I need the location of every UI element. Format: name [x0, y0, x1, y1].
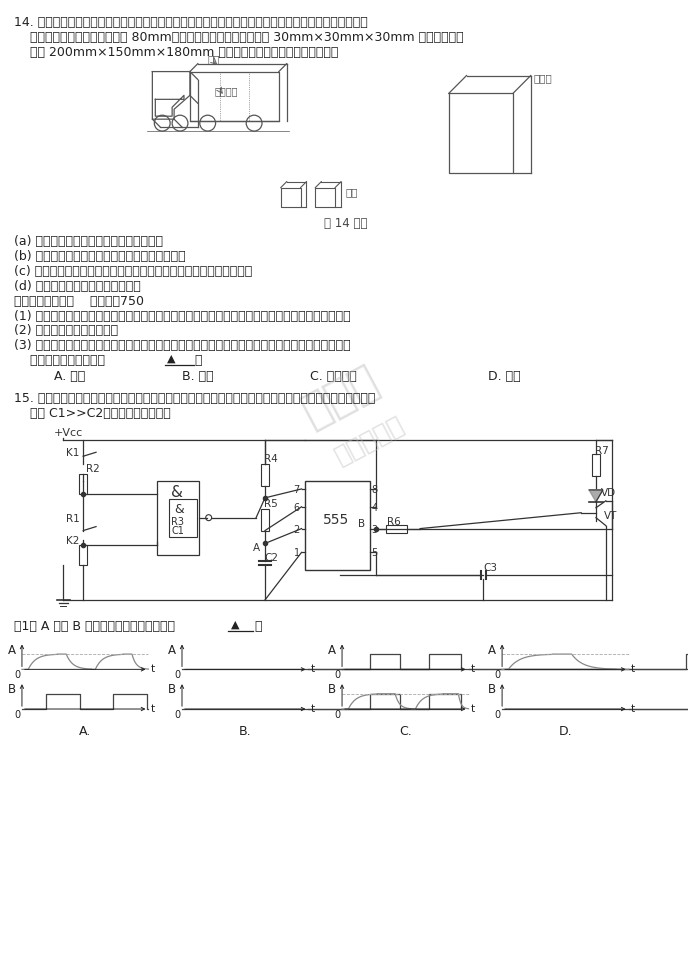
Text: ▲: ▲: [231, 620, 240, 630]
Text: t: t: [150, 704, 154, 714]
Text: 7: 7: [293, 485, 300, 495]
Text: R3: R3: [171, 517, 184, 527]
Text: B. 金属: B. 金属: [182, 370, 214, 383]
Text: t: t: [150, 664, 154, 674]
Text: 0: 0: [494, 670, 500, 680]
Text: t: t: [630, 664, 635, 674]
Text: 2: 2: [293, 525, 300, 534]
Text: C.: C.: [399, 725, 412, 738]
Text: B.: B.: [239, 725, 251, 738]
Text: 1: 1: [293, 548, 300, 559]
Text: A: A: [8, 643, 16, 657]
Text: 14. 小明买了一辆如图所示的遥控汽车，想改造成能运送积木的玩具车送给弟弟。车厢内已装好电池，并: 14. 小明买了一辆如图所示的遥控汽车，想改造成能运送积木的玩具车送给弟弟。车厢…: [14, 16, 367, 29]
Text: B: B: [328, 683, 336, 696]
Text: K2: K2: [66, 535, 80, 545]
Text: D. 橡胶: D. 橡胶: [489, 370, 521, 383]
Text: 4: 4: [372, 503, 378, 513]
Bar: [169, 499, 197, 536]
Text: 555: 555: [323, 512, 349, 527]
Text: （1） A 点与 B 点对应的波形应为（单选）: （1） A 点与 B 点对应的波形应为（单选）: [14, 620, 175, 633]
Text: 0: 0: [14, 670, 20, 680]
Text: 公众号: 公众号: [295, 358, 385, 433]
Bar: [385, 525, 408, 533]
Text: 第 14 题图: 第 14 题图: [325, 218, 367, 230]
Bar: [157, 481, 199, 556]
Text: A: A: [489, 643, 496, 657]
Text: C1: C1: [171, 526, 184, 535]
Text: 0: 0: [174, 710, 180, 720]
Text: 收纳筐: 收纳筐: [534, 73, 552, 84]
Bar: [261, 508, 269, 531]
Text: 6: 6: [293, 503, 300, 513]
Text: 。: 。: [195, 354, 202, 367]
Text: (a) 能夹住积木，举高过程中积木不掉落；: (a) 能夹住积木，举高过程中积木不掉落；: [14, 235, 163, 248]
Text: K1: K1: [66, 449, 80, 458]
Text: C. 亚克力板: C. 亚克力板: [311, 370, 357, 383]
Text: t: t: [311, 704, 315, 714]
Text: (2) 在草图上标注主要尺寸；: (2) 在草图上标注主要尺寸；: [14, 325, 118, 337]
Text: B: B: [8, 683, 16, 696]
Text: (1) 在头脑中构思符合设计要求的多个方案，画出其中最优方案的设计草图（电机可用方框表示）；: (1) 在头脑中构思符合设计要求的多个方案，画出其中最优方案的设计草图（电机可用…: [14, 309, 351, 323]
Text: (c) 装置安装在盖板上，盖板可任意加工，在车尾方向进行夹持作业；: (c) 装置安装在盖板上，盖板可任意加工，在车尾方向进行夹持作业；: [14, 265, 253, 278]
Text: 0: 0: [494, 710, 500, 720]
Text: 盖上了盖板，盖板离地高度为 80mm。请帮助小明设计一种能夹持 30mm×30mm×30mm 的积木举高投: 盖上了盖板，盖板离地高度为 80mm。请帮助小明设计一种能夹持 30mm×30m…: [14, 31, 464, 44]
Text: 高中试卷君: 高中试卷君: [331, 412, 408, 469]
Text: A: A: [253, 543, 260, 554]
Text: t: t: [471, 664, 475, 674]
Bar: [80, 545, 87, 565]
Text: A: A: [168, 643, 176, 657]
Text: A: A: [328, 643, 336, 657]
Text: 盖板: 盖板: [208, 54, 220, 64]
Text: 积木: 积木: [345, 188, 358, 197]
Text: &: &: [171, 485, 183, 500]
Text: A.: A.: [79, 725, 91, 738]
Text: 15. 小明设计了如图所示的闪烁灯实验电路，有连续闪烁和断续闪烁两种闪烁模式，分别由两个开关控制，: 15. 小明设计了如图所示的闪烁灯实验电路，有连续闪烁和断续闪烁两种闪烁模式，分…: [14, 392, 376, 404]
Text: 0: 0: [334, 670, 340, 680]
Text: VT: VT: [604, 510, 617, 521]
Text: (d) 采用减速电机驱动，数量不限。: (d) 采用减速电机驱动，数量不限。: [14, 280, 140, 293]
Polygon shape: [589, 490, 603, 502]
Text: R6: R6: [388, 517, 401, 527]
Text: 0: 0: [174, 670, 180, 680]
Text: t: t: [311, 664, 315, 674]
Bar: [592, 455, 600, 476]
Text: 0: 0: [14, 710, 20, 720]
Text: 放电池盒: 放电池盒: [215, 87, 238, 96]
Text: R2: R2: [86, 464, 100, 474]
Text: t: t: [630, 704, 635, 714]
Text: C3: C3: [483, 563, 498, 573]
Text: 5: 5: [372, 548, 378, 559]
Text: +Vcc: +Vcc: [53, 429, 83, 438]
Text: 请完成以下任务：    浙考神墙750: 请完成以下任务： 浙考神墙750: [14, 295, 144, 307]
Text: (3) 小明构思了夹持臂方案，为了夹持牢固并保护积木不被夹坏，需要增加垫片，下列材料中最适合: (3) 小明构思了夹持臂方案，为了夹持牢固并保护积木不被夹坏，需要增加垫片，下列…: [14, 339, 351, 352]
Text: ▲: ▲: [167, 354, 176, 364]
Text: D.: D.: [558, 725, 572, 738]
Text: R7: R7: [595, 446, 609, 456]
Text: B: B: [489, 683, 496, 696]
Text: R1: R1: [66, 513, 80, 524]
Text: &: &: [174, 503, 184, 516]
Text: (b) 能将积木举高至收纳筐高度，并可任意停止；: (b) 能将积木举高至收纳筐高度，并可任意停止；: [14, 250, 185, 263]
Text: R5: R5: [264, 499, 277, 508]
Text: A. 木料: A. 木料: [53, 370, 85, 383]
Text: 8: 8: [372, 485, 378, 495]
Bar: [261, 464, 269, 486]
Bar: [80, 474, 87, 494]
Text: B: B: [358, 519, 365, 529]
Text: R4: R4: [264, 455, 277, 464]
Text: t: t: [471, 704, 475, 714]
Text: 放至 200mm×150mm×180mm 收纳筐的装置。装置设计要求如下：: 放至 200mm×150mm×180mm 收纳筐的装置。装置设计要求如下：: [14, 46, 338, 59]
Text: 0: 0: [334, 710, 340, 720]
Text: 其中 C1>>C2。请完成以下任务：: 其中 C1>>C2。请完成以下任务：: [14, 406, 171, 420]
Text: 制作垫片的是（单选）: 制作垫片的是（单选）: [14, 354, 105, 367]
Text: B: B: [168, 683, 176, 696]
Text: VD: VD: [601, 488, 616, 498]
Text: C2: C2: [264, 554, 278, 563]
Text: ：: ：: [254, 620, 262, 633]
Text: 3: 3: [372, 525, 378, 534]
Bar: [305, 481, 370, 570]
